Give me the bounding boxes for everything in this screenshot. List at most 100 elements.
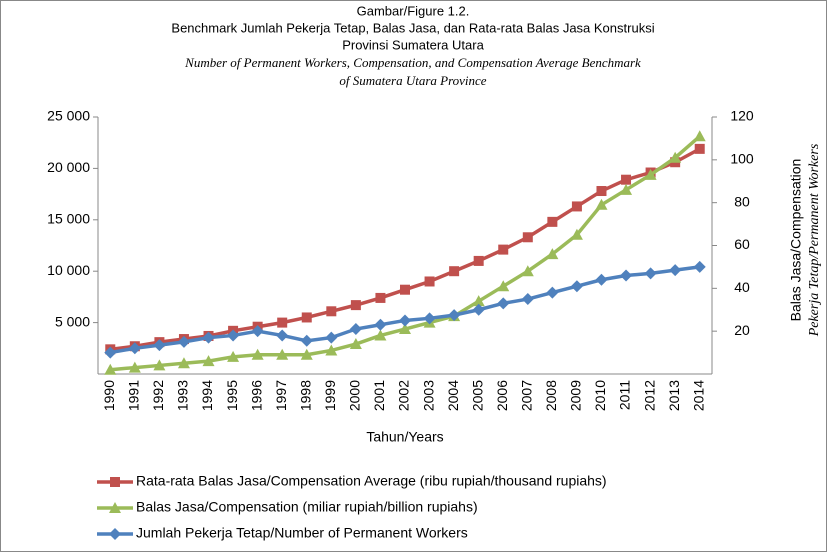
y-tick-label: 25 000 [47, 108, 90, 124]
x-tick-label: 2014 [690, 380, 706, 411]
data-point [694, 143, 705, 154]
data-point [177, 335, 190, 348]
title-line: of Sumatera Utara Province [339, 73, 486, 88]
data-point [400, 284, 410, 295]
x-tick-label: 1998 [297, 380, 313, 411]
data-point [325, 344, 338, 356]
y-tick-label: 15 000 [47, 211, 90, 227]
x-tick-label: 2002 [396, 380, 412, 411]
data-point [251, 325, 264, 338]
data-point [546, 286, 559, 299]
y2-axis-label: Balas Jasa/Compensation [788, 159, 804, 322]
title-line: Benchmark Jumlah Pekerja Tetap, Balas Ja… [171, 20, 654, 35]
data-point [349, 338, 362, 350]
y2-tick-label: 20 [734, 322, 750, 338]
data-point [448, 309, 461, 322]
x-tick-label: 2003 [420, 380, 436, 411]
data-point [546, 248, 559, 260]
data-point [128, 361, 141, 373]
data-point [497, 297, 510, 310]
data-point [375, 292, 386, 303]
x-tick-label: 1995 [224, 380, 240, 411]
data-point [349, 323, 362, 336]
y2-tick-label: 120 [730, 108, 754, 124]
data-point [153, 339, 166, 352]
data-point [644, 168, 657, 180]
legend-marker [109, 528, 121, 540]
data-point [104, 363, 117, 375]
x-tick-label: 2013 [666, 380, 682, 411]
x-tick-label: 2009 [568, 380, 584, 411]
data-point [521, 293, 534, 306]
x-tick-label: 1999 [322, 380, 338, 411]
data-point [472, 295, 485, 307]
legend-marker [109, 502, 121, 513]
data-point [498, 244, 509, 255]
x-tick-label: 1996 [248, 380, 264, 411]
x-axis-label: Tahun/Years [366, 429, 443, 445]
x-tick-label: 2006 [494, 380, 510, 411]
data-point [326, 306, 337, 317]
x-tick-label: 1991 [126, 380, 142, 411]
data-point [227, 350, 240, 362]
data-point [424, 276, 435, 287]
legend-label: Balas Jasa/Compensation (miliar rupiah/b… [136, 499, 478, 515]
x-tick-label: 2004 [445, 380, 461, 411]
data-point [350, 300, 361, 311]
data-point [399, 323, 411, 335]
data-point [669, 151, 682, 163]
data-point [227, 329, 240, 342]
legend-label: Jumlah Pekerja Tetap/Number of Permanent… [136, 525, 468, 541]
title-line: Gambar/Figure 1.2. [357, 3, 470, 18]
data-point [374, 329, 387, 341]
data-point [547, 216, 558, 227]
y-tick-label: 10 000 [47, 262, 90, 278]
data-point [521, 265, 534, 277]
data-point [570, 280, 583, 293]
data-point [177, 357, 190, 369]
data-point [251, 348, 264, 360]
data-point [693, 260, 706, 273]
data-point [300, 334, 313, 347]
x-tick-label: 1994 [199, 380, 215, 411]
data-point [128, 342, 141, 355]
x-tick-label: 2011 [617, 380, 633, 410]
x-tick-label: 2005 [469, 380, 485, 411]
y-tick-label: 5 000 [55, 313, 90, 329]
data-point [301, 312, 312, 323]
y2-axis-label: Pekerja Tetap/Permanent Workers [807, 143, 822, 337]
y2-tick-label: 40 [734, 279, 750, 295]
data-point [399, 314, 411, 327]
x-tick-label: 2012 [641, 380, 657, 411]
y2-tick-label: 80 [734, 193, 750, 209]
data-point [473, 255, 484, 266]
data-point [620, 183, 633, 195]
data-point [153, 359, 166, 371]
data-point [276, 348, 289, 360]
data-point [202, 355, 215, 367]
data-point [497, 280, 510, 292]
data-point [522, 232, 533, 243]
x-tick-label: 2007 [519, 380, 535, 411]
x-tick-label: 1992 [150, 380, 166, 411]
x-tick-label: 2000 [347, 380, 363, 411]
legend-marker [110, 477, 120, 487]
data-point [595, 198, 608, 210]
data-point [644, 267, 657, 280]
data-point [202, 331, 215, 344]
data-point [374, 318, 387, 331]
data-point [669, 264, 682, 277]
legend-label: Rata-rata Balas Jasa/Compensation Averag… [136, 473, 607, 489]
data-point [277, 317, 288, 328]
data-point [472, 303, 485, 316]
data-point [596, 186, 607, 197]
title-line: Number of Permanent Workers, Compensatio… [184, 55, 641, 70]
data-point [621, 174, 632, 185]
y-tick-label: 20 000 [47, 159, 90, 175]
data-point [423, 312, 436, 325]
data-point [104, 346, 117, 359]
data-point [570, 228, 583, 240]
y2-tick-label: 100 [730, 151, 754, 167]
